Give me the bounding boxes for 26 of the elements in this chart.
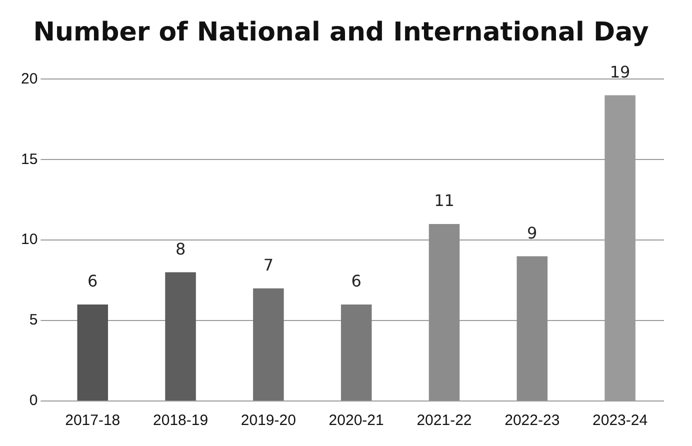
y-tick-label: 20 [20, 70, 38, 88]
data-label: 6 [88, 272, 98, 291]
x-tick-label: 2018-19 [153, 412, 208, 430]
bar [516, 256, 548, 400]
x-tick-label: 2023-24 [592, 412, 648, 430]
x-tick-label: 2020-21 [328, 412, 384, 430]
data-label: 8 [175, 239, 186, 258]
bar [77, 304, 108, 400]
x-tick-label: 2021-22 [416, 412, 472, 430]
bar [428, 224, 460, 400]
data-label: 11 [434, 191, 454, 210]
y-tick-label: 15 [20, 150, 38, 168]
y-tick-label: 10 [20, 231, 38, 248]
data-label: 9 [527, 223, 538, 242]
x-tick-label: 2022-23 [504, 412, 560, 430]
y-tick-label: 0 [29, 392, 38, 410]
x-tick-label: 2019-20 [240, 412, 296, 430]
chart-title: Number of National and International Day [33, 17, 649, 48]
y-tick-label: 5 [29, 312, 38, 329]
x-tick-label: 2017-18 [65, 412, 120, 430]
bar [340, 304, 372, 400]
data-label: 19 [610, 62, 630, 82]
data-label: 7 [263, 256, 274, 275]
bar [253, 288, 284, 400]
data-label: 6 [351, 272, 362, 291]
bar [165, 272, 196, 400]
